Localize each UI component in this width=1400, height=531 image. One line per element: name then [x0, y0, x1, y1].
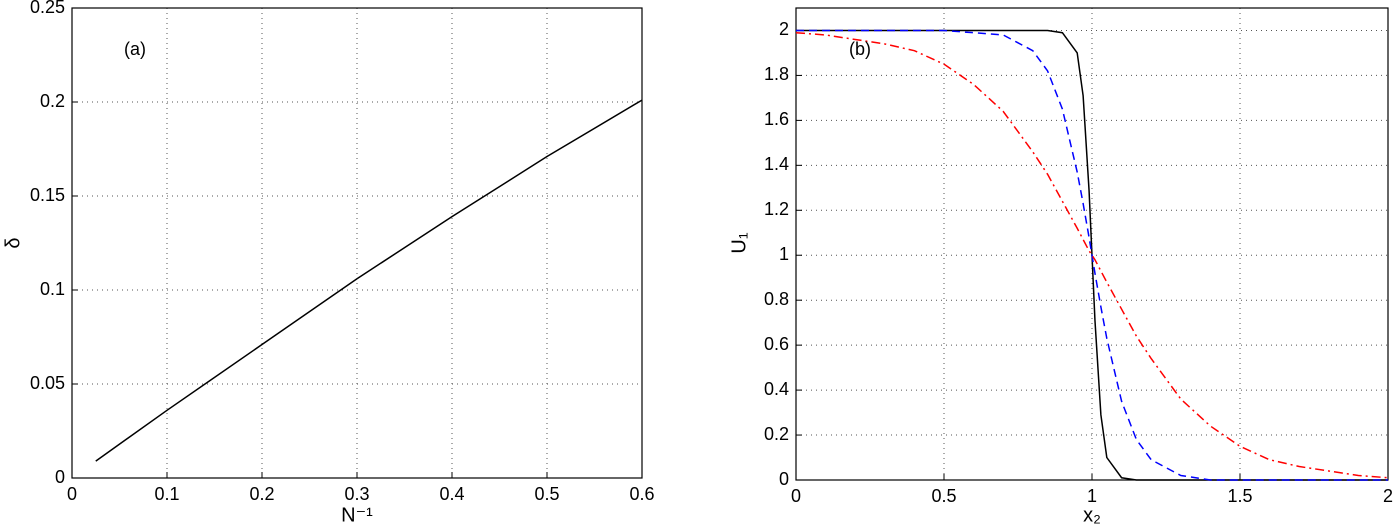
y-tick-label: 1.2 — [764, 199, 789, 219]
data-line — [95, 99, 643, 462]
x-tick-label: 0.1 — [154, 484, 179, 504]
data-line — [796, 29, 1388, 481]
y-tick-label: 0 — [55, 467, 65, 487]
y-tick-label: 1 — [779, 244, 789, 264]
chart-panel: 0 0.1 0.2 0.3 0.4 0.5 0.6 0 0.05 0.1 0.15 0.2 0.25 (a… — [2, 0, 654, 526]
y-tick-label: 0.6 — [764, 334, 789, 354]
annotation: (a) — [124, 39, 146, 59]
y-tick-label: 1.8 — [764, 64, 789, 84]
y-tick-label: 1.4 — [764, 154, 789, 174]
x-tick-label: 0.3 — [344, 484, 369, 504]
x-tick-label: 0.5 — [534, 484, 559, 504]
x-tick-label: 1.5 — [1227, 486, 1252, 506]
x-axis-label: x₂ — [1083, 504, 1101, 526]
x-tick-label: 0.6 — [629, 484, 654, 504]
x-tick-label: 0.5 — [931, 486, 956, 506]
y-tick-label: 2 — [779, 19, 789, 39]
y-tick-label: 0 — [779, 469, 789, 489]
x-tick-label: 0.2 — [249, 484, 274, 504]
y-axis-label: U₁ — [728, 232, 750, 253]
y-tick-label: 0.2 — [764, 424, 789, 444]
x-axis-label: N⁻¹ — [341, 504, 373, 526]
x-tick-label: 0 — [67, 484, 77, 504]
y-tick-label: 0.15 — [30, 185, 65, 205]
x-tick-label: 2 — [1383, 486, 1393, 506]
y-tick-label: 0.25 — [30, 0, 65, 17]
plot-frame — [795, 7, 1389, 481]
x-tick-label: 0 — [791, 486, 801, 506]
x-tick-label: 1 — [1087, 486, 1097, 506]
y-tick-label: 0.2 — [40, 91, 65, 111]
y-tick-label: 0.1 — [40, 279, 65, 299]
y-tick-label: 0.8 — [764, 289, 789, 309]
x-tick-label: 0.4 — [439, 484, 464, 504]
y-tick-label: 0.4 — [764, 379, 789, 399]
y-axis-label: δ — [2, 237, 24, 248]
plot-frame — [71, 7, 643, 479]
y-tick-label: 1.6 — [764, 109, 789, 129]
data-line — [795, 31, 1389, 479]
y-tick-label: 0.05 — [30, 373, 65, 393]
chart-panel: 0 0.5 1 1.5 2 0 0.2 0.4 0.6 0.8 1 1.2 1.4 1.6 1.8 2 (b) x… — [728, 7, 1393, 526]
annotation: (b) — [849, 39, 871, 59]
